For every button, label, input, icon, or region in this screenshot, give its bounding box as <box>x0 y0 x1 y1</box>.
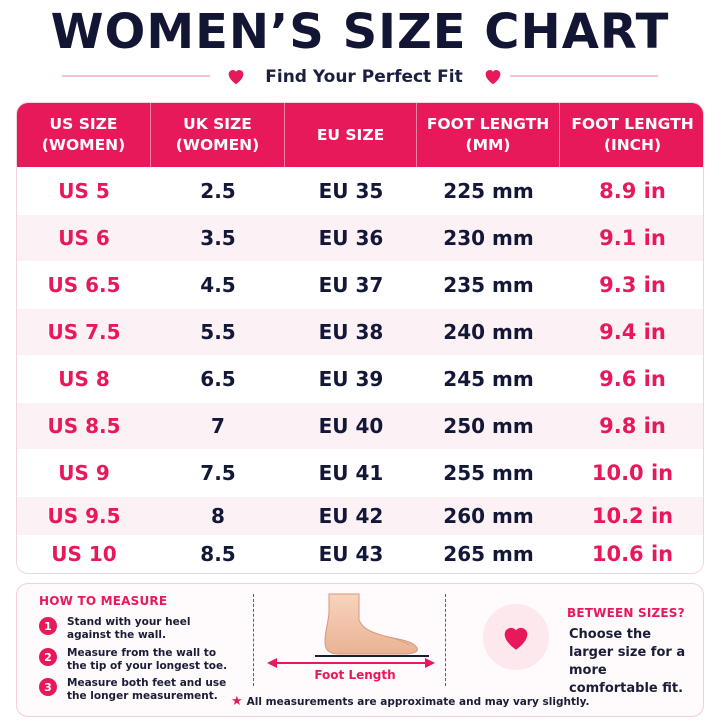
cell-eu-size: EU 42 <box>318 504 384 528</box>
cell-foot-length-inch: 9.3 in <box>599 273 666 297</box>
table-row: US 9.5 8 EU 42 260 mm 10.2 in <box>17 497 703 535</box>
header-foot-length-mm: FOOT LENGTH (MM) <box>417 103 560 167</box>
cell-eu-size: EU 37 <box>318 273 384 297</box>
cell-eu-size: EU 41 <box>318 461 384 485</box>
cell-us-size: US 5 <box>58 179 110 203</box>
cell-uk-size: 8.5 <box>200 542 236 566</box>
step-text: Measure from the wall to the tip of your… <box>67 647 228 672</box>
header-eu-size: EU SIZE <box>285 103 417 167</box>
table-row: US 10 8.5 EU 43 265 mm 10.6 in <box>17 535 703 573</box>
heart-icon <box>485 70 501 85</box>
cell-us-size: US 9 <box>58 461 110 485</box>
header-us-size: US SIZE (WOMEN) <box>17 103 151 167</box>
cell-foot-length-inch: 9.6 in <box>599 367 666 391</box>
cell-us-size: US 8.5 <box>47 414 121 438</box>
step-2: 2 Measure from the wall to the tip of yo… <box>39 647 239 677</box>
divider-right <box>510 75 658 77</box>
between-sizes-text: Choose the larger size for a more comfor… <box>569 627 686 696</box>
table-row: US 7.5 5.5 EU 38 240 mm 9.4 in <box>17 309 703 355</box>
divider-left <box>62 75 210 77</box>
cell-foot-length-mm: 225 mm <box>443 179 534 203</box>
page-title: WOMEN’S SIZE CHART <box>50 4 670 60</box>
cell-foot-length-mm: 260 mm <box>443 504 534 528</box>
cell-foot-length-inch: 9.4 in <box>599 320 666 344</box>
measure-dash-left <box>253 594 254 686</box>
cell-uk-size: 7 <box>211 414 225 438</box>
header-foot-length-inch: FOOT LENGTH (INCH) <box>571 115 694 154</box>
cell-foot-length-inch: 10.0 in <box>591 461 674 485</box>
step-3: 3 Measure both feet and use the longer m… <box>39 677 239 707</box>
table-row: US 5 2.5 EU 35 225 mm 8.9 in <box>17 167 703 215</box>
cell-uk-size: 4.5 <box>200 273 236 297</box>
cell-foot-length-mm: 245 mm <box>443 367 534 391</box>
step-number: 3 <box>39 678 57 696</box>
measure-panel: HOW TO MEASURE 1 Stand with your heel ag… <box>16 583 704 717</box>
heart-badge <box>483 604 549 670</box>
cell-foot-length-mm: 250 mm <box>443 414 534 438</box>
subtitle-row: Find Your Perfect Fit <box>0 62 720 90</box>
how-to-title: HOW TO MEASURE <box>39 594 168 608</box>
foot-length-label: Foot Length <box>314 668 396 682</box>
cell-foot-length-inch: 9.1 in <box>599 226 666 250</box>
cell-eu-size: EU 43 <box>318 542 384 566</box>
cell-us-size: US 9.5 <box>47 504 121 528</box>
cell-eu-size: EU 36 <box>318 226 384 250</box>
table-body: US 5 2.5 EU 35 225 mm 8.9 in US 6 3.5 EU 36 230 … <box>17 167 703 573</box>
cell-uk-size: 3.5 <box>200 226 236 250</box>
note-text: All measurements are approximate and may… <box>246 696 590 708</box>
step-number: 2 <box>39 648 57 666</box>
cell-foot-length-mm: 265 mm <box>443 542 534 566</box>
measure-dash-right <box>445 594 446 686</box>
cell-uk-size: 6.5 <box>200 367 236 391</box>
table-header: US SIZE (WOMEN) UK SIZE (WOMEN) EU SIZE … <box>17 103 703 167</box>
heart-icon <box>504 627 528 650</box>
subtitle: Find Your Perfect Fit <box>265 67 463 87</box>
cell-eu-size: EU 35 <box>318 179 384 203</box>
cell-eu-size: EU 40 <box>318 414 384 438</box>
star-icon: ★ <box>231 694 243 709</box>
header-uk-size: UK SIZE (WOMEN) <box>151 103 285 167</box>
heart-icon <box>228 70 244 85</box>
table-row: US 6.5 4.5 EU 37 235 mm 9.3 in <box>17 261 703 309</box>
step-number: 1 <box>39 617 57 635</box>
cell-uk-size: 2.5 <box>200 179 236 203</box>
cell-foot-length-inch: 10.6 in <box>591 542 674 566</box>
cell-us-size: US 6 <box>58 226 110 250</box>
cell-us-size: US 7.5 <box>47 320 121 344</box>
cell-uk-size: 7.5 <box>200 461 236 485</box>
table-row: US 6 3.5 EU 36 230 mm 9.1 in <box>17 215 703 261</box>
cell-foot-length-mm: 240 mm <box>443 320 534 344</box>
disclaimer-note: ★ All measurements are approximate and ma… <box>231 694 591 709</box>
cell-us-size: US 8 <box>58 367 110 391</box>
cell-foot-length-inch: 9.8 in <box>599 414 666 438</box>
cell-foot-length-inch: 8.9 in <box>599 179 666 203</box>
cell-us-size: US 6.5 <box>47 273 121 297</box>
cell-uk-size: 8 <box>211 504 225 528</box>
cell-eu-size: EU 39 <box>318 367 384 391</box>
table-row: US 9 7.5 EU 41 255 mm 10.0 in <box>17 449 703 497</box>
cell-uk-size: 5.5 <box>200 320 236 344</box>
size-table: US SIZE (WOMEN) UK SIZE (WOMEN) EU SIZE … <box>16 102 704 574</box>
cell-foot-length-mm: 255 mm <box>443 461 534 485</box>
cell-eu-size: EU 38 <box>318 320 384 344</box>
cell-foot-length-mm: 235 mm <box>443 273 534 297</box>
table-row: US 8.5 7 EU 40 250 mm 9.8 in <box>17 403 703 449</box>
table-row: US 8 6.5 EU 39 245 mm 9.6 in <box>17 355 703 403</box>
foot-icon <box>267 593 435 668</box>
cell-foot-length-mm: 230 mm <box>443 226 534 250</box>
step-text: Measure both feet and use the longer mea… <box>67 677 227 702</box>
cell-foot-length-inch: 10.2 in <box>591 504 674 528</box>
between-sizes-title: BETWEEN SIZES? <box>567 606 685 620</box>
step-text: Stand with your heel against the wall. <box>67 616 191 641</box>
cell-us-size: US 10 <box>51 542 117 566</box>
step-1: 1 Stand with your heel against the wall. <box>39 616 239 646</box>
